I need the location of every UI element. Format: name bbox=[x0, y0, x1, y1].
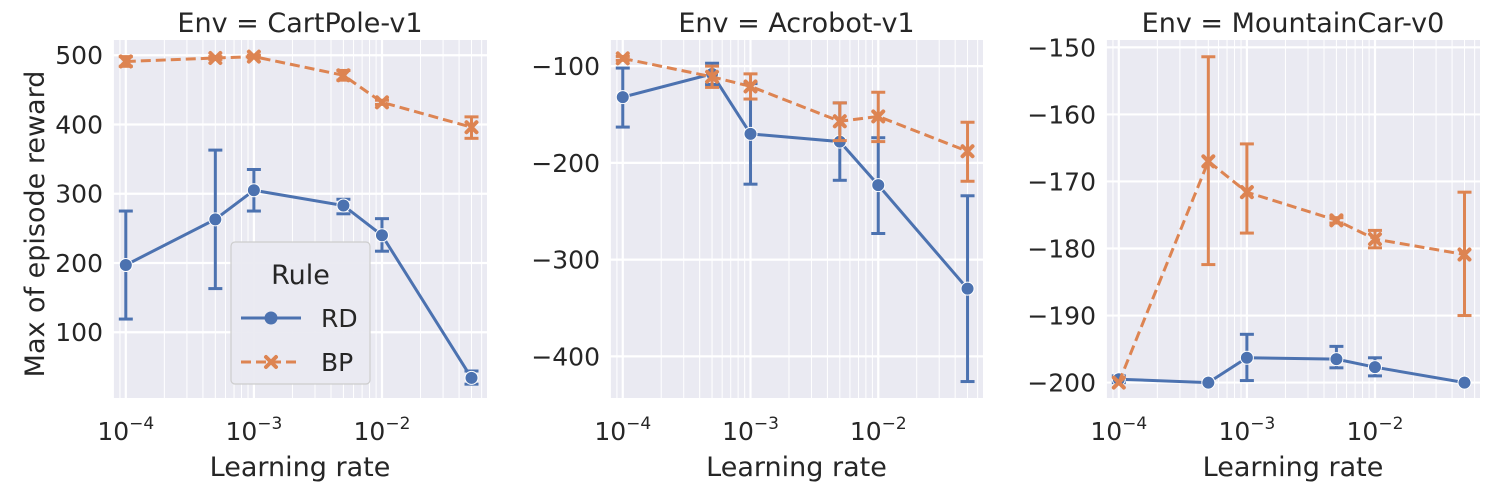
series-line bbox=[622, 72, 969, 290]
series-line bbox=[125, 55, 472, 129]
plot-background bbox=[610, 40, 983, 398]
data-point bbox=[1201, 375, 1216, 390]
y-tick-label: 400 bbox=[55, 110, 103, 139]
y-tick-label: 500 bbox=[55, 41, 103, 70]
x-tick-label: 10−2 bbox=[354, 414, 411, 446]
series-bp bbox=[615, 51, 975, 183]
series-line bbox=[1118, 356, 1465, 385]
x-tick-label: 10−4 bbox=[97, 414, 154, 446]
series-rd bbox=[118, 148, 479, 386]
y-tick-label: −190 bbox=[1027, 302, 1096, 331]
y-tick-label: −150 bbox=[1027, 33, 1096, 62]
panel-3: Env = MountainCar-v0 −200 −190 −180 −170 −160… bbox=[1027, 8, 1480, 483]
plot-background bbox=[1106, 40, 1480, 398]
series-rd bbox=[1111, 332, 1472, 390]
data-point bbox=[1367, 232, 1382, 247]
legend-marker bbox=[264, 355, 278, 369]
legend-marker bbox=[264, 311, 278, 325]
data-point bbox=[960, 281, 975, 296]
data-point bbox=[246, 49, 261, 64]
series-line bbox=[1117, 158, 1465, 384]
y-tick-label: −180 bbox=[1027, 234, 1096, 263]
y-tick-label: −200 bbox=[1027, 369, 1096, 398]
y-tick-label: −300 bbox=[531, 246, 600, 275]
panel-2: Env = Acrobot-v1 −400 −300 −200 −100 10−4 10−3… bbox=[531, 8, 983, 483]
data-point bbox=[1457, 247, 1472, 262]
data-point bbox=[871, 109, 886, 124]
y-tick-label: 200 bbox=[55, 249, 103, 278]
x-tick-label: 10−2 bbox=[850, 414, 907, 446]
legend-title: Rule bbox=[271, 260, 330, 291]
data-point bbox=[246, 183, 261, 198]
data-point bbox=[615, 90, 630, 105]
panel-title: Env = CartPole-v1 bbox=[177, 8, 422, 39]
x-tick-label: 10−3 bbox=[1218, 414, 1275, 446]
series-line bbox=[622, 56, 969, 153]
data-point bbox=[374, 228, 389, 243]
legend: Rule RD BP bbox=[230, 241, 371, 385]
legend-label: RD bbox=[321, 304, 358, 333]
data-point bbox=[1111, 375, 1126, 390]
y-tick-label: −170 bbox=[1027, 167, 1096, 196]
data-point bbox=[118, 54, 133, 69]
x-axis-label: Learning rate bbox=[210, 452, 391, 483]
data-point bbox=[615, 51, 630, 66]
data-point bbox=[336, 198, 351, 213]
y-tick-label: −200 bbox=[531, 149, 600, 178]
data-point bbox=[336, 68, 351, 83]
series-bp bbox=[1111, 55, 1472, 390]
x-tick-label: 10−4 bbox=[594, 414, 651, 446]
y-tick-label: −160 bbox=[1027, 100, 1096, 129]
data-point bbox=[374, 95, 389, 110]
x-axis-label: Learning rate bbox=[1203, 452, 1384, 483]
legend-box bbox=[230, 241, 371, 385]
x-tick-label: 10−4 bbox=[1090, 414, 1147, 446]
y-axis-label: Max of episode reward bbox=[20, 71, 51, 378]
y-tick-label: 100 bbox=[55, 318, 103, 347]
data-point bbox=[1201, 154, 1216, 169]
x-tick-label: 10−3 bbox=[225, 414, 282, 446]
data-point bbox=[960, 144, 975, 159]
panel-title: Env = MountainCar-v0 bbox=[1142, 8, 1445, 39]
data-point bbox=[1239, 350, 1254, 365]
x-tick-label: 10−3 bbox=[722, 414, 779, 446]
panel-title: Env = Acrobot-v1 bbox=[678, 8, 914, 39]
data-point bbox=[464, 370, 479, 385]
series-bp bbox=[118, 49, 479, 140]
y-tick-label: 300 bbox=[55, 180, 103, 209]
data-point bbox=[208, 51, 223, 66]
data-point bbox=[118, 258, 133, 273]
data-point bbox=[743, 126, 758, 141]
x-tick-label: 10−2 bbox=[1347, 414, 1404, 446]
data-point bbox=[832, 114, 847, 129]
x-axis-label: Learning rate bbox=[706, 452, 887, 483]
data-point bbox=[208, 212, 223, 227]
data-point bbox=[871, 178, 886, 193]
data-point bbox=[705, 69, 720, 84]
data-point bbox=[1367, 360, 1382, 375]
data-point bbox=[464, 120, 479, 135]
legend-label: BP bbox=[321, 348, 353, 377]
data-point bbox=[743, 79, 758, 94]
y-tick-label: −100 bbox=[531, 52, 600, 81]
data-point bbox=[1239, 185, 1254, 200]
data-point bbox=[1457, 375, 1472, 390]
y-tick-label: −400 bbox=[531, 342, 600, 371]
series-line bbox=[125, 188, 473, 379]
data-point bbox=[1329, 213, 1344, 228]
data-point bbox=[1329, 352, 1344, 367]
